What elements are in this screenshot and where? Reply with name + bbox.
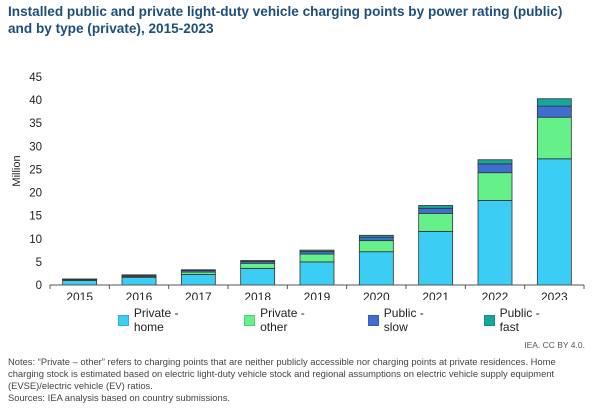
bar-segment-2021-1 — [418, 212, 454, 232]
chart-title: Installed public and private light-duty … — [8, 4, 563, 36]
y-tick-label: 10 — [29, 234, 42, 246]
bar-segment-2021-2 — [418, 207, 454, 214]
bar-segment-2017-3 — [180, 269, 216, 271]
x-tick-label: 2020 — [363, 290, 390, 300]
bar-segment-2021-0 — [418, 230, 454, 286]
legend-swatch-private-other — [244, 314, 256, 326]
y-tick-label: 25 — [29, 164, 42, 176]
y-tick-label: 0 — [36, 280, 42, 292]
bar-segment-2015-0 — [62, 279, 98, 286]
bar-segment-2020-2 — [358, 236, 394, 242]
notes-text: Notes: “Private – other” refers to charg… — [8, 356, 556, 391]
bar-segment-2023-0 — [536, 158, 572, 286]
x-tick-label: 2022 — [482, 290, 509, 300]
bar-segment-2018-1 — [240, 262, 276, 269]
legend-label-private-home: Private - home — [133, 306, 179, 334]
bar-segment-2022-3 — [477, 159, 513, 165]
legend-label-public-slow: Public - slow — [383, 306, 424, 334]
notes-block: Notes: “Private – other” refers to charg… — [8, 356, 592, 404]
bar-segment-2019-1 — [299, 253, 335, 263]
bar-segment-2021-3 — [418, 205, 454, 209]
bar-segment-2020-0 — [358, 251, 394, 286]
bar-segment-2022-0 — [477, 200, 513, 286]
x-tick-label: 2015 — [66, 290, 93, 300]
x-tick-label: 2017 — [185, 290, 212, 300]
legend-item-public-fast: Public - fast — [483, 306, 561, 334]
x-tick-label: 2016 — [126, 290, 153, 300]
bar-segment-2019-0 — [299, 261, 335, 286]
y-axis-label: Million — [11, 155, 23, 186]
y-tick-label: 35 — [29, 118, 42, 130]
sources-text: Sources: IEA analysis based on country s… — [8, 392, 230, 403]
credit-line: IEA. CC BY 4.0. — [524, 340, 585, 350]
x-tick-label: 2019 — [304, 290, 331, 300]
bar-segment-2016-0 — [121, 277, 157, 286]
y-tick-label: 45 — [29, 72, 42, 84]
bar-segment-2020-3 — [358, 234, 394, 238]
x-tick-label: 2023 — [541, 290, 568, 300]
bar-segment-2018-0 — [240, 267, 276, 286]
legend-swatch-public-slow — [367, 314, 379, 326]
stacked-bar-chart: Million 0 5 10 15 20 25 30 35 40 45 2015 2016 2017 201… — [11, 72, 585, 300]
legend-label-private-other: Private - other — [260, 306, 305, 334]
y-tick-label: 30 — [29, 141, 42, 153]
y-tick-label: 40 — [29, 95, 42, 107]
bar-segment-2018-3 — [240, 260, 276, 262]
legend-item-private-other: Private - other — [244, 306, 334, 334]
legend: Private - home Private - other Public - … — [118, 306, 595, 334]
bar-segment-2020-1 — [358, 240, 394, 253]
x-tick-label: 2018 — [244, 290, 271, 300]
bar-segment-2019-3 — [299, 249, 335, 252]
y-tick-label: 15 — [29, 211, 42, 223]
legend-label-public-fast: Public - fast — [499, 306, 540, 334]
bar-segment-2023-2 — [536, 105, 572, 118]
x-tick-label: 2021 — [422, 290, 449, 300]
y-tick-label: 5 — [36, 257, 42, 269]
legend-item-public-slow: Public - slow — [367, 306, 450, 334]
legend-swatch-private-home — [118, 314, 129, 326]
bar-segment-2023-3 — [536, 98, 572, 107]
bar-segment-2023-1 — [536, 116, 572, 160]
y-tick-label: 20 — [29, 188, 42, 200]
bar-segment-2017-0 — [180, 273, 216, 286]
bar-segment-2022-2 — [477, 163, 513, 174]
legend-swatch-public-fast — [483, 314, 495, 326]
bar-segment-2022-1 — [477, 172, 513, 201]
legend-item-private-home: Private - home — [118, 306, 210, 334]
